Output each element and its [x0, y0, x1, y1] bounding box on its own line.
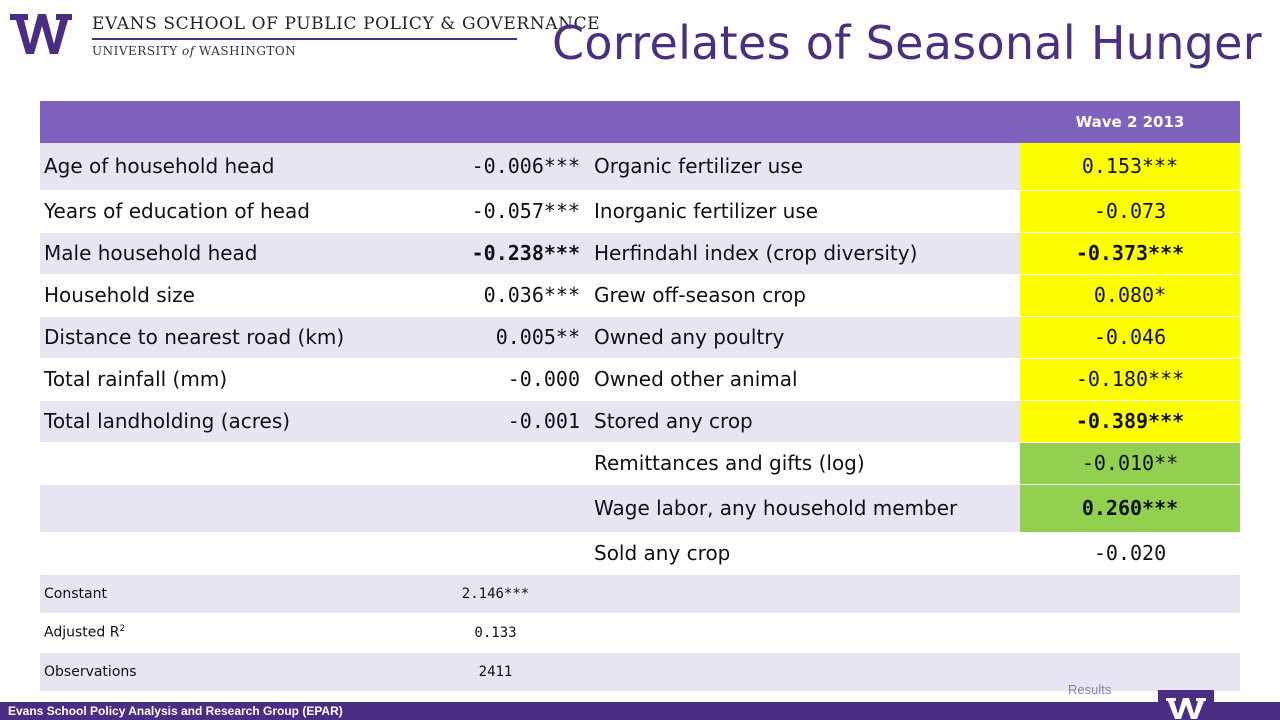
coefficient: 0.080*: [1020, 274, 1240, 317]
stat-label: Adjusted R2: [40, 613, 407, 653]
variable-label: Herfindahl index (crop diversity): [590, 232, 1020, 275]
coefficient: -0.020: [1020, 532, 1240, 575]
variable-label: Owned any poultry: [590, 316, 1020, 359]
coefficient: -0.001: [407, 400, 590, 443]
stat-label: Constant: [40, 574, 407, 614]
table-row: Age of household head -0.006*** Organic …: [40, 143, 1240, 191]
evans-school-logo: EVANS SCHOOL OF PUBLIC POLICY & GOVERNAN…: [10, 8, 600, 58]
logo-university-name: UNIVERSITY of WASHINGTON: [92, 44, 297, 58]
variable-label: Distance to nearest road (km): [40, 316, 407, 359]
table-row: Sold any crop -0.020: [40, 532, 1240, 575]
stat-value: 2411: [407, 652, 590, 692]
variable-label: Years of education of head: [40, 190, 407, 233]
logo-divider: [92, 38, 517, 40]
variable-label: [40, 484, 407, 533]
coefficient: 0.153***: [1020, 143, 1240, 191]
variable-label: Total rainfall (mm): [40, 358, 407, 401]
coefficient: [407, 532, 590, 575]
coefficient: -0.238***: [407, 232, 590, 275]
coefficient: 0.005**: [407, 316, 590, 359]
table-row: Household size 0.036*** Grew off-season …: [40, 274, 1240, 317]
results-label: Results: [1068, 682, 1112, 697]
variable-label: Owned other animal: [590, 358, 1020, 401]
coefficient: -0.000: [407, 358, 590, 401]
stats-row: Constant 2.146***: [40, 574, 1240, 614]
variable-label: Stored any crop: [590, 400, 1020, 443]
table-row: Total rainfall (mm) -0.000 Owned other a…: [40, 358, 1240, 401]
table-row: Distance to nearest road (km) 0.005** Ow…: [40, 316, 1240, 359]
variable-label: [40, 442, 407, 485]
logo-school-name: EVANS SCHOOL OF PUBLIC POLICY & GOVERNAN…: [92, 14, 601, 34]
stats-row: Adjusted R2 0.133: [40, 613, 1240, 653]
coefficient: -0.180***: [1020, 358, 1240, 401]
footer-uw-logo-icon: [1158, 690, 1214, 720]
coefficient: -0.057***: [407, 190, 590, 233]
variable-label: Sold any crop: [590, 532, 1020, 575]
variable-label: Male household head: [40, 232, 407, 275]
coefficient: -0.006***: [407, 143, 590, 191]
table-row: Total landholding (acres) -0.001 Stored …: [40, 400, 1240, 443]
coefficient: -0.389***: [1020, 400, 1240, 443]
coefficient: -0.046: [1020, 316, 1240, 359]
stat-label: Observations: [40, 652, 407, 692]
footer-bar: Evans School Policy Analysis and Researc…: [0, 702, 1280, 720]
table-row: Male household head -0.238*** Herfindahl…: [40, 232, 1240, 275]
variable-label: Total landholding (acres): [40, 400, 407, 443]
variable-label: Grew off-season crop: [590, 274, 1020, 317]
coefficient: [407, 484, 590, 533]
table-header-row: Wave 2 2013: [40, 101, 1240, 143]
coefficient: -0.073: [1020, 190, 1240, 233]
coefficient: -0.373***: [1020, 232, 1240, 275]
table-row: Remittances and gifts (log) -0.010**: [40, 442, 1240, 485]
slide-title: Correlates of Seasonal Hunger: [552, 16, 1262, 70]
uw-w-logo-icon: [10, 14, 72, 54]
stat-value: 2.146***: [407, 574, 590, 614]
wave-header: Wave 2 2013: [1020, 101, 1240, 143]
variable-label: [40, 532, 407, 575]
coefficient: [407, 442, 590, 485]
footer-text: Evans School Policy Analysis and Researc…: [8, 704, 343, 718]
coefficient: 0.036***: [407, 274, 590, 317]
variable-label: Remittances and gifts (log): [590, 442, 1020, 485]
table-row: Wage labor, any household member 0.260**…: [40, 484, 1240, 533]
variable-label: Household size: [40, 274, 407, 317]
table-row: Years of education of head -0.057*** Ino…: [40, 190, 1240, 233]
stat-value: 0.133: [407, 613, 590, 653]
variable-label: Wage labor, any household member: [590, 484, 1020, 533]
variable-label: Inorganic fertilizer use: [590, 190, 1020, 233]
coefficient: -0.010**: [1020, 442, 1240, 485]
coefficient: 0.260***: [1020, 484, 1240, 533]
variable-label: Age of household head: [40, 143, 407, 191]
regression-table: Wave 2 2013 Age of household head -0.006…: [40, 101, 1240, 692]
stats-row: Observations 2411: [40, 652, 1240, 692]
variable-label: Organic fertilizer use: [590, 143, 1020, 191]
